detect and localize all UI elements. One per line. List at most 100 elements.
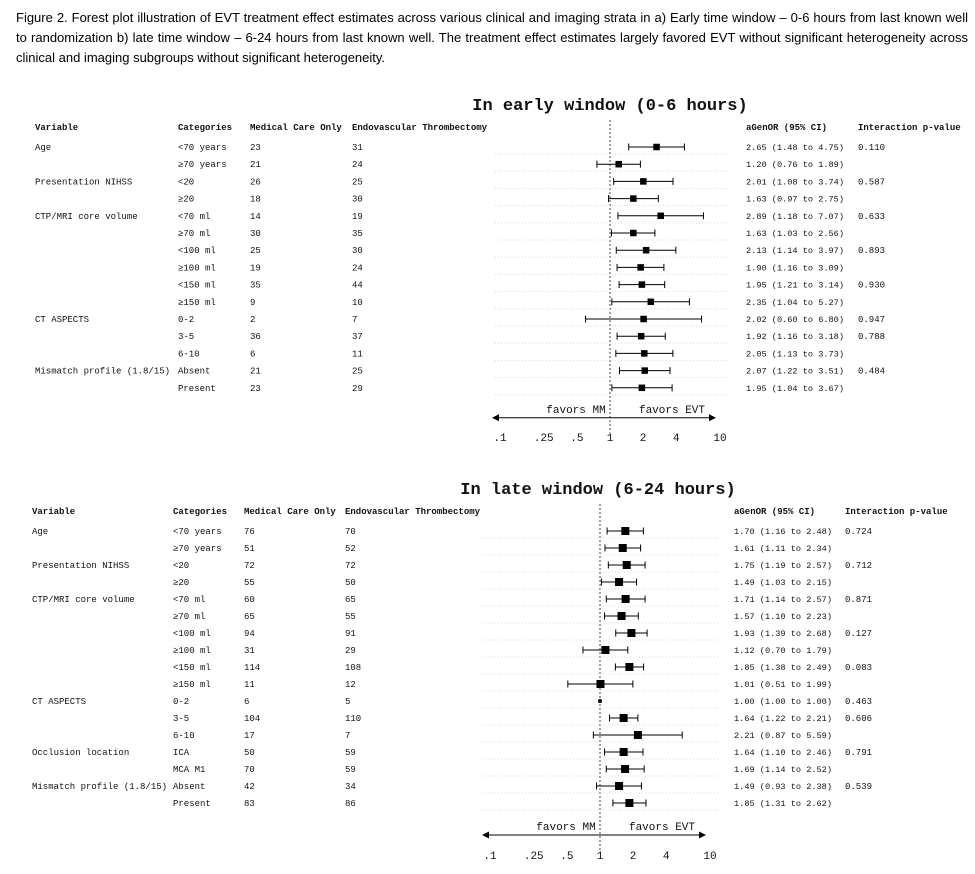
row-category: 6-10 (173, 731, 195, 741)
row-category: ≥100 ml (173, 646, 211, 656)
header-medical-care-only: Medical Care Only (250, 123, 342, 133)
figure-caption: Figure 2. Forest plot illustration of EV… (16, 10, 968, 65)
row-variable: Mismatch profile (1.8/15) (32, 782, 167, 792)
x-tick-label: 10 (703, 851, 716, 863)
row-evt-n: 59 (345, 748, 356, 758)
row-evt-n: 19 (352, 212, 363, 222)
row-evt-n: 37 (352, 332, 363, 342)
row-evt-n: 86 (345, 799, 356, 809)
favors-mm-label: favors MM (546, 405, 605, 417)
row-evt-n: 30 (352, 195, 363, 205)
row-agenor-ci: 1.00 (1.00 to 1.00) (734, 697, 832, 707)
row-agenor-ci: 1.57 (1.10 to 2.23) (734, 612, 832, 622)
row-evt-n: 72 (345, 561, 356, 571)
row-agenor-ci: 1.95 (1.04 to 3.67) (746, 384, 844, 394)
row-evt-n: 55 (345, 612, 356, 622)
row-interaction-p: 0.633 (858, 212, 885, 222)
header-categories: Categories (178, 123, 232, 133)
row-medical-care-n: 17 (244, 731, 255, 741)
row-agenor-ci: 1.49 (0.93 to 2.38) (734, 782, 832, 792)
point-estimate (633, 731, 642, 739)
row-agenor-ci: 1.61 (1.11 to 2.34) (734, 544, 832, 554)
row-medical-care-n: 6 (244, 697, 249, 707)
row-category: <70 years (173, 527, 222, 537)
point-estimate (627, 629, 636, 637)
row-variable: CT ASPECTS (32, 697, 86, 707)
row-medical-care-n: 35 (250, 281, 261, 291)
point-estimate (630, 195, 637, 202)
x-tick-label: 2 (630, 851, 637, 863)
row-category: ≥150 ml (178, 298, 216, 308)
point-estimate (625, 663, 634, 671)
row-interaction-p: 0.871 (845, 595, 872, 605)
row-variable: CTP/MRI core volume (32, 595, 135, 605)
row-evt-n: 7 (352, 315, 357, 325)
row-medical-care-n: 76 (244, 527, 255, 537)
favors-arrowhead-right (699, 831, 706, 839)
row-interaction-p: 0.712 (845, 561, 872, 571)
row-agenor-ci: 1.63 (0.97 to 2.75) (746, 195, 844, 205)
point-estimate (638, 281, 646, 288)
row-medical-care-n: 42 (244, 782, 255, 792)
row-medical-care-n: 19 (250, 263, 261, 273)
row-evt-n: 29 (345, 646, 356, 656)
row-variable: CT ASPECTS (35, 315, 89, 325)
row-medical-care-n: 23 (250, 143, 261, 153)
row-agenor-ci: 2.01 (1.08 to 3.74) (746, 177, 844, 187)
row-category: 3-5 (173, 714, 189, 724)
row-agenor-ci: 2.02 (0.60 to 6.80) (746, 315, 844, 325)
row-evt-n: 34 (345, 782, 356, 792)
x-tick-label: 1 (607, 433, 614, 445)
row-medical-care-n: 60 (244, 595, 255, 605)
row-agenor-ci: 1.92 (1.16 to 3.18) (746, 332, 844, 342)
row-category: MCA M1 (173, 765, 205, 775)
point-estimate (647, 298, 655, 306)
row-evt-n: 44 (352, 281, 363, 291)
chart-title: In early window (0-6 hours) (472, 97, 747, 116)
row-category: Present (178, 384, 216, 394)
row-agenor-ci: 2.05 (1.13 to 3.73) (746, 349, 844, 359)
row-medical-care-n: 21 (250, 160, 261, 170)
x-tick-label: .25 (534, 433, 554, 445)
row-agenor-ci: 2.89 (1.18 to 7.07) (746, 212, 844, 222)
row-medical-care-n: 21 (250, 367, 261, 377)
row-medical-care-n: 50 (244, 748, 255, 758)
row-interaction-p: 0.484 (858, 367, 885, 377)
row-interaction-p: 0.724 (845, 527, 872, 537)
header-endovascular-thrombectomy: Endovascular Thrombectomy (345, 507, 481, 517)
header-categories: Categories (173, 507, 227, 517)
header-endovascular-thrombectomy: Endovascular Thrombectomy (352, 123, 488, 133)
row-agenor-ci: 1.64 (1.10 to 2.46) (734, 748, 832, 758)
row-medical-care-n: 9 (250, 298, 255, 308)
point-estimate (625, 799, 634, 807)
row-variable: Presentation NIHSS (35, 177, 132, 187)
row-agenor-ci: 1.93 (1.39 to 2.68) (734, 629, 832, 639)
point-estimate (640, 315, 647, 323)
row-evt-n: 108 (345, 663, 361, 673)
row-interaction-p: 0.791 (845, 748, 872, 758)
row-agenor-ci: 1.95 (1.21 to 3.14) (746, 281, 844, 291)
x-tick-label: 2 (640, 433, 647, 445)
row-agenor-ci: 1.85 (1.38 to 2.49) (734, 663, 832, 673)
row-medical-care-n: 26 (250, 177, 261, 187)
row-category: ≥150 ml (173, 680, 211, 690)
point-estimate (630, 229, 637, 237)
row-category: <70 ml (178, 212, 210, 222)
row-evt-n: 52 (345, 544, 356, 554)
row-agenor-ci: 1.63 (1.03 to 2.56) (746, 229, 844, 239)
row-agenor-ci: 1.12 (0.70 to 1.79) (734, 646, 832, 656)
row-category: ICA (173, 748, 190, 758)
row-interaction-p: 0.930 (858, 281, 885, 291)
row-category: ≥70 ml (173, 612, 205, 622)
row-medical-care-n: 94 (244, 629, 255, 639)
row-agenor-ci: 1.71 (1.14 to 2.57) (734, 595, 832, 605)
row-agenor-ci: 2.21 (0.87 to 5.59) (734, 731, 832, 741)
point-estimate (642, 246, 650, 254)
row-medical-care-n: 2 (250, 315, 255, 325)
header-variable: Variable (35, 123, 78, 133)
row-category: ≥70 ml (178, 229, 210, 239)
row-medical-care-n: 11 (244, 680, 255, 690)
row-category: ≥100 ml (178, 263, 216, 273)
row-medical-care-n: 30 (250, 229, 261, 239)
row-category: <20 (173, 561, 189, 571)
